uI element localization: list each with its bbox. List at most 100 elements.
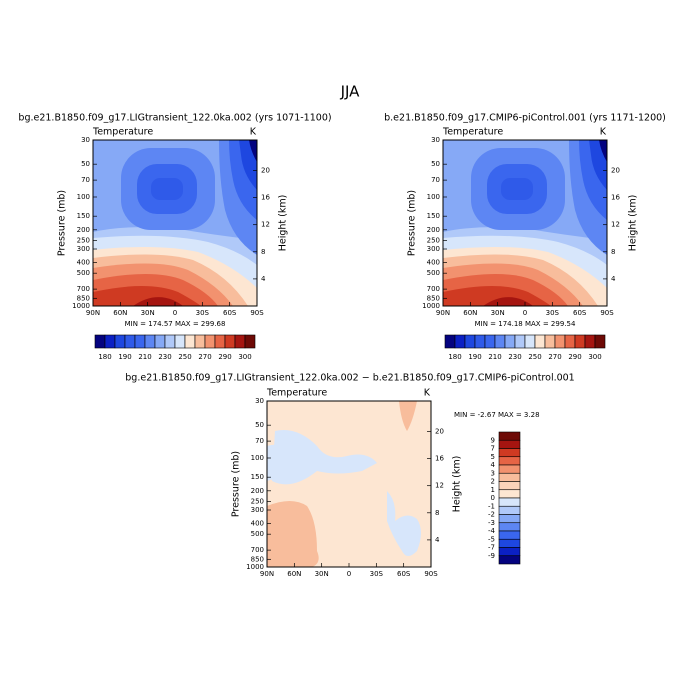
figure-title: JJA xyxy=(340,83,361,101)
x-tick-label: 30S xyxy=(370,570,384,578)
colorbar-box xyxy=(104,334,116,349)
panel-subtitle: Temperature xyxy=(92,127,153,138)
y-tick-label: 400 xyxy=(251,520,264,528)
x-tick-label: 30S xyxy=(196,309,210,317)
colorbar-box xyxy=(174,334,186,349)
colorbar-box xyxy=(584,334,596,349)
colorbar-box xyxy=(194,334,206,349)
x-tick-label: 90N xyxy=(86,309,100,317)
y-axis-label: Pressure (mb) xyxy=(407,190,418,256)
colorbar-label: 250 xyxy=(178,353,191,361)
x-tick-label: 60N xyxy=(287,570,301,578)
y2-axis-label: Height (km) xyxy=(278,195,289,252)
colorbar-label: 3 xyxy=(491,469,495,477)
colorbar-box xyxy=(498,456,521,466)
x-tick-label: 60S xyxy=(397,570,411,578)
colorbar-label: 210 xyxy=(488,353,501,361)
y-tick-label: 250 xyxy=(251,497,264,505)
y-tick-label: 850 xyxy=(77,294,90,302)
y-tick-label: 70 xyxy=(255,437,264,445)
y2-tick-label: 12 xyxy=(611,221,620,229)
y-tick-label: 1000 xyxy=(72,302,90,310)
stats: MIN = 174.57 MAX = 299.68 xyxy=(125,320,226,328)
units: K xyxy=(600,127,607,138)
contour-field xyxy=(443,140,607,306)
x-tick-label: 60N xyxy=(463,309,477,317)
colorbar-label: -2 xyxy=(488,511,495,519)
x-tick-label: 30N xyxy=(141,309,155,317)
y-tick-label: 500 xyxy=(77,269,90,277)
contour-field xyxy=(93,140,257,306)
x-tick-label: 30S xyxy=(546,309,560,317)
colorbar-box xyxy=(534,334,546,349)
y-tick-label: 300 xyxy=(77,245,90,253)
colorbar-label: 9 xyxy=(491,436,495,444)
y-tick-label: 150 xyxy=(77,212,90,220)
y-tick-label: 300 xyxy=(251,506,264,514)
y-tick-label: 30 xyxy=(81,136,90,144)
y-tick-label: 1000 xyxy=(422,302,440,310)
colorbar-box xyxy=(498,439,521,449)
colorbar-box xyxy=(114,334,126,349)
y-tick-label: 500 xyxy=(251,530,264,538)
y-tick-label: 100 xyxy=(77,193,90,201)
colorbar-label: 180 xyxy=(448,353,461,361)
colorbar-box xyxy=(244,334,256,349)
colorbar-box xyxy=(498,530,521,540)
y-tick-label: 300 xyxy=(427,245,440,253)
colorbar-label: 190 xyxy=(468,353,481,361)
x-tick-label: 0 xyxy=(173,309,177,317)
colorbar-box xyxy=(454,334,466,349)
contour-field xyxy=(267,401,431,567)
y-tick-label: 100 xyxy=(427,193,440,201)
colorbar-label: 250 xyxy=(528,353,541,361)
colorbar-box xyxy=(184,334,196,349)
colorbar-box xyxy=(204,334,216,349)
panel-subtitle: Temperature xyxy=(266,388,327,399)
colorbar-box xyxy=(464,334,476,349)
colorbar-box xyxy=(498,497,521,507)
y2-tick-label: 8 xyxy=(611,248,615,256)
colorbar-label: 190 xyxy=(118,353,131,361)
colorbar-label: -4 xyxy=(488,527,496,535)
colorbar-label: -3 xyxy=(488,519,495,527)
y-tick-label: 100 xyxy=(251,454,264,462)
panel-title: bg.e21.B1850.f09_g17.LIGtransient_122.0k… xyxy=(125,373,574,384)
x-tick-label: 60S xyxy=(223,309,237,317)
x-tick-label: 30N xyxy=(491,309,505,317)
y-tick-label: 850 xyxy=(427,294,440,302)
colorbar-label: 300 xyxy=(238,353,251,361)
panel-title: bg.e21.B1850.f09_g17.LIGtransient_122.0k… xyxy=(18,113,331,124)
colorbar-box xyxy=(224,334,236,349)
y2-axis-label: Height (km) xyxy=(628,195,639,252)
colorbar-label: 2 xyxy=(491,478,495,486)
colorbar-box xyxy=(498,489,521,499)
colorbar-box xyxy=(124,334,136,349)
units: K xyxy=(250,127,257,138)
y-tick-label: 200 xyxy=(427,226,440,234)
x-tick-label: 60S xyxy=(573,309,587,317)
colorbar-label: 230 xyxy=(508,353,521,361)
y-tick-label: 250 xyxy=(77,236,90,244)
y2-tick-label: 4 xyxy=(261,275,266,283)
y2-tick-label: 16 xyxy=(261,194,270,202)
colorbar-label: -1 xyxy=(488,502,495,510)
y-tick-label: 30 xyxy=(431,136,440,144)
y-tick-label: 150 xyxy=(427,212,440,220)
colorbar-label: 210 xyxy=(138,353,151,361)
colorbar-box xyxy=(498,547,521,557)
colorbar-box xyxy=(498,538,521,548)
y2-tick-label: 8 xyxy=(261,248,265,256)
y2-tick-label: 20 xyxy=(261,166,270,174)
x-tick-label: 0 xyxy=(523,309,527,317)
colorbar-box xyxy=(484,334,496,349)
colorbar-label: 7 xyxy=(491,445,495,453)
colorbar-label: 5 xyxy=(491,453,495,461)
y2-tick-label: 16 xyxy=(435,455,444,463)
colorbar-label: 180 xyxy=(98,353,111,361)
y-tick-label: 200 xyxy=(77,226,90,234)
stats: MIN = 174.18 MAX = 299.54 xyxy=(475,320,576,328)
x-tick-label: 60N xyxy=(113,309,127,317)
y-tick-label: 70 xyxy=(431,176,440,184)
